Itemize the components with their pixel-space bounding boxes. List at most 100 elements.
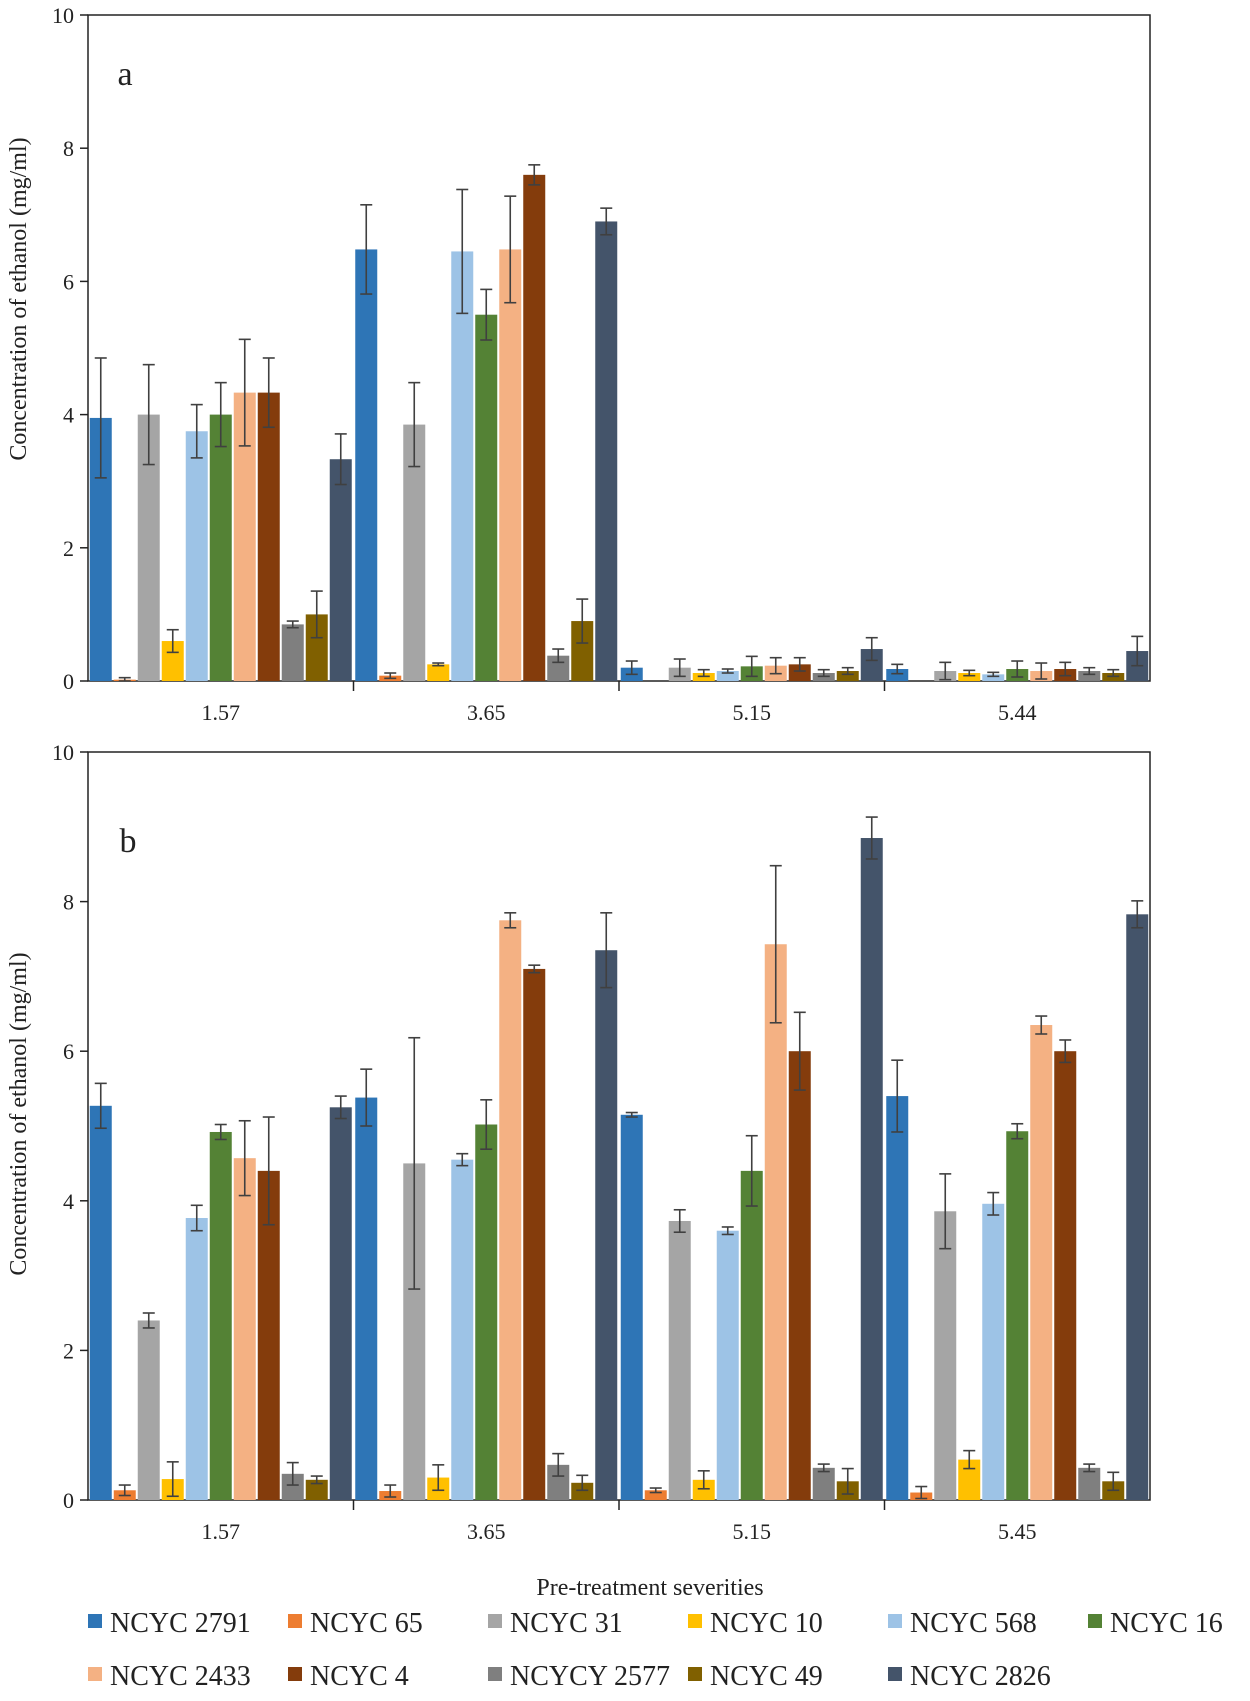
legend-swatch [488, 1614, 502, 1628]
legend-swatch [288, 1614, 302, 1628]
x-tick-label: 5.45 [998, 1519, 1037, 1544]
legend-label: NCYC 10 [710, 1608, 823, 1639]
bar [547, 1464, 570, 1500]
y-tick-label: 8 [63, 890, 74, 915]
x-tick-label: 5.44 [998, 700, 1037, 725]
bar [185, 431, 208, 681]
bar [209, 1131, 232, 1500]
bar [523, 174, 546, 681]
bar [886, 1096, 909, 1500]
bar [716, 671, 739, 681]
bar [451, 1159, 474, 1500]
legend-label: NCYC 4 [310, 1661, 409, 1692]
bar [1126, 914, 1149, 1500]
bar [958, 1459, 981, 1500]
bar [958, 673, 981, 681]
bar [1054, 1051, 1077, 1500]
y-tick-label: 8 [63, 136, 74, 161]
legend-label: NCYC 65 [310, 1608, 423, 1639]
bar [571, 621, 594, 681]
bar [137, 1320, 160, 1500]
panel-letter: b [120, 823, 137, 860]
bar [329, 1107, 352, 1500]
bar [644, 1490, 667, 1500]
bar [499, 920, 522, 1500]
legend-swatch [688, 1614, 702, 1628]
bar [620, 1114, 643, 1500]
y-tick-label: 2 [63, 536, 74, 561]
bar [934, 1211, 957, 1500]
legend-swatch [1088, 1614, 1102, 1628]
x-tick-label: 1.57 [202, 1519, 241, 1544]
bar [571, 1482, 594, 1500]
bar [475, 1124, 498, 1500]
legend: NCYC 2791 NCYC 65 NCYC 31 NCYC 10 NCYC 568 NC… [88, 1608, 1223, 1692]
panel-b-chart: 0 2 4 6 8 10 Concentration of ethanol (mg/ml) b… [6, 740, 1151, 1544]
legend-label: NCYC 2791 [110, 1608, 251, 1639]
y-tick-label: 10 [52, 740, 74, 765]
bar [886, 669, 909, 681]
legend-swatch [488, 1667, 502, 1681]
legend-swatch [888, 1614, 902, 1628]
y-tick-label: 6 [63, 269, 74, 294]
bar [89, 417, 112, 681]
legend-swatch [288, 1667, 302, 1681]
bar [281, 1473, 304, 1500]
legend-label: NCYC 2826 [910, 1661, 1051, 1692]
bar [305, 1479, 328, 1500]
bar [161, 641, 184, 681]
y-tick-label: 2 [63, 1338, 74, 1363]
bar [836, 671, 859, 681]
y-tick-label: 0 [63, 1488, 74, 1513]
bar [329, 459, 352, 681]
bar [692, 1479, 715, 1500]
bar [982, 1203, 1005, 1500]
y-axis-title: Concentration of ethanol (mg/ml) [6, 137, 32, 460]
x-tick-label: 3.65 [467, 1519, 506, 1544]
bar [740, 1170, 763, 1500]
bar [499, 249, 522, 681]
y-tick-label: 6 [63, 1039, 74, 1064]
legend-label: NCYC 16 [1110, 1608, 1223, 1639]
bar [281, 624, 304, 681]
bar [1078, 671, 1101, 681]
y-tick-label: 4 [63, 403, 74, 428]
bar [403, 1163, 426, 1500]
x-tick-label: 3.65 [467, 700, 506, 725]
bar [233, 392, 256, 681]
panel-letter: a [117, 56, 132, 93]
bar [89, 1105, 112, 1500]
bar [355, 249, 378, 681]
bar [403, 424, 426, 681]
bar [668, 1220, 691, 1500]
bar [982, 674, 1005, 681]
bar [716, 1230, 739, 1500]
bar [595, 950, 618, 1500]
bar [523, 968, 546, 1500]
bar [788, 664, 811, 681]
x-tick-label: 5.15 [733, 1519, 772, 1544]
legend-label: NCYC 49 [710, 1661, 823, 1692]
x-tick-label: 5.15 [733, 700, 772, 725]
bar [1078, 1467, 1101, 1500]
bar [257, 1170, 280, 1500]
bar [451, 251, 474, 681]
bar [860, 649, 883, 681]
legend-label: NCYC 2433 [110, 1661, 251, 1692]
x-axis-title: Pre-treatment severities [536, 1575, 763, 1601]
legend-swatch [88, 1667, 102, 1681]
y-tick-label: 10 [52, 3, 74, 28]
bar [137, 414, 160, 681]
legend-label: NCYC 568 [910, 1608, 1037, 1639]
bar [1030, 1025, 1053, 1500]
bar [257, 392, 280, 681]
legend-label: NCYC 31 [510, 1608, 623, 1639]
bar [860, 838, 883, 1500]
y-tick-label: 4 [63, 1189, 74, 1214]
legend-swatch [88, 1614, 102, 1628]
bar [788, 1051, 811, 1500]
bar [185, 1218, 208, 1500]
panel-a-chart: 0 2 4 6 8 10 Concentration of ethanol (mg/ml) a… [6, 3, 1151, 725]
bar [305, 614, 328, 681]
